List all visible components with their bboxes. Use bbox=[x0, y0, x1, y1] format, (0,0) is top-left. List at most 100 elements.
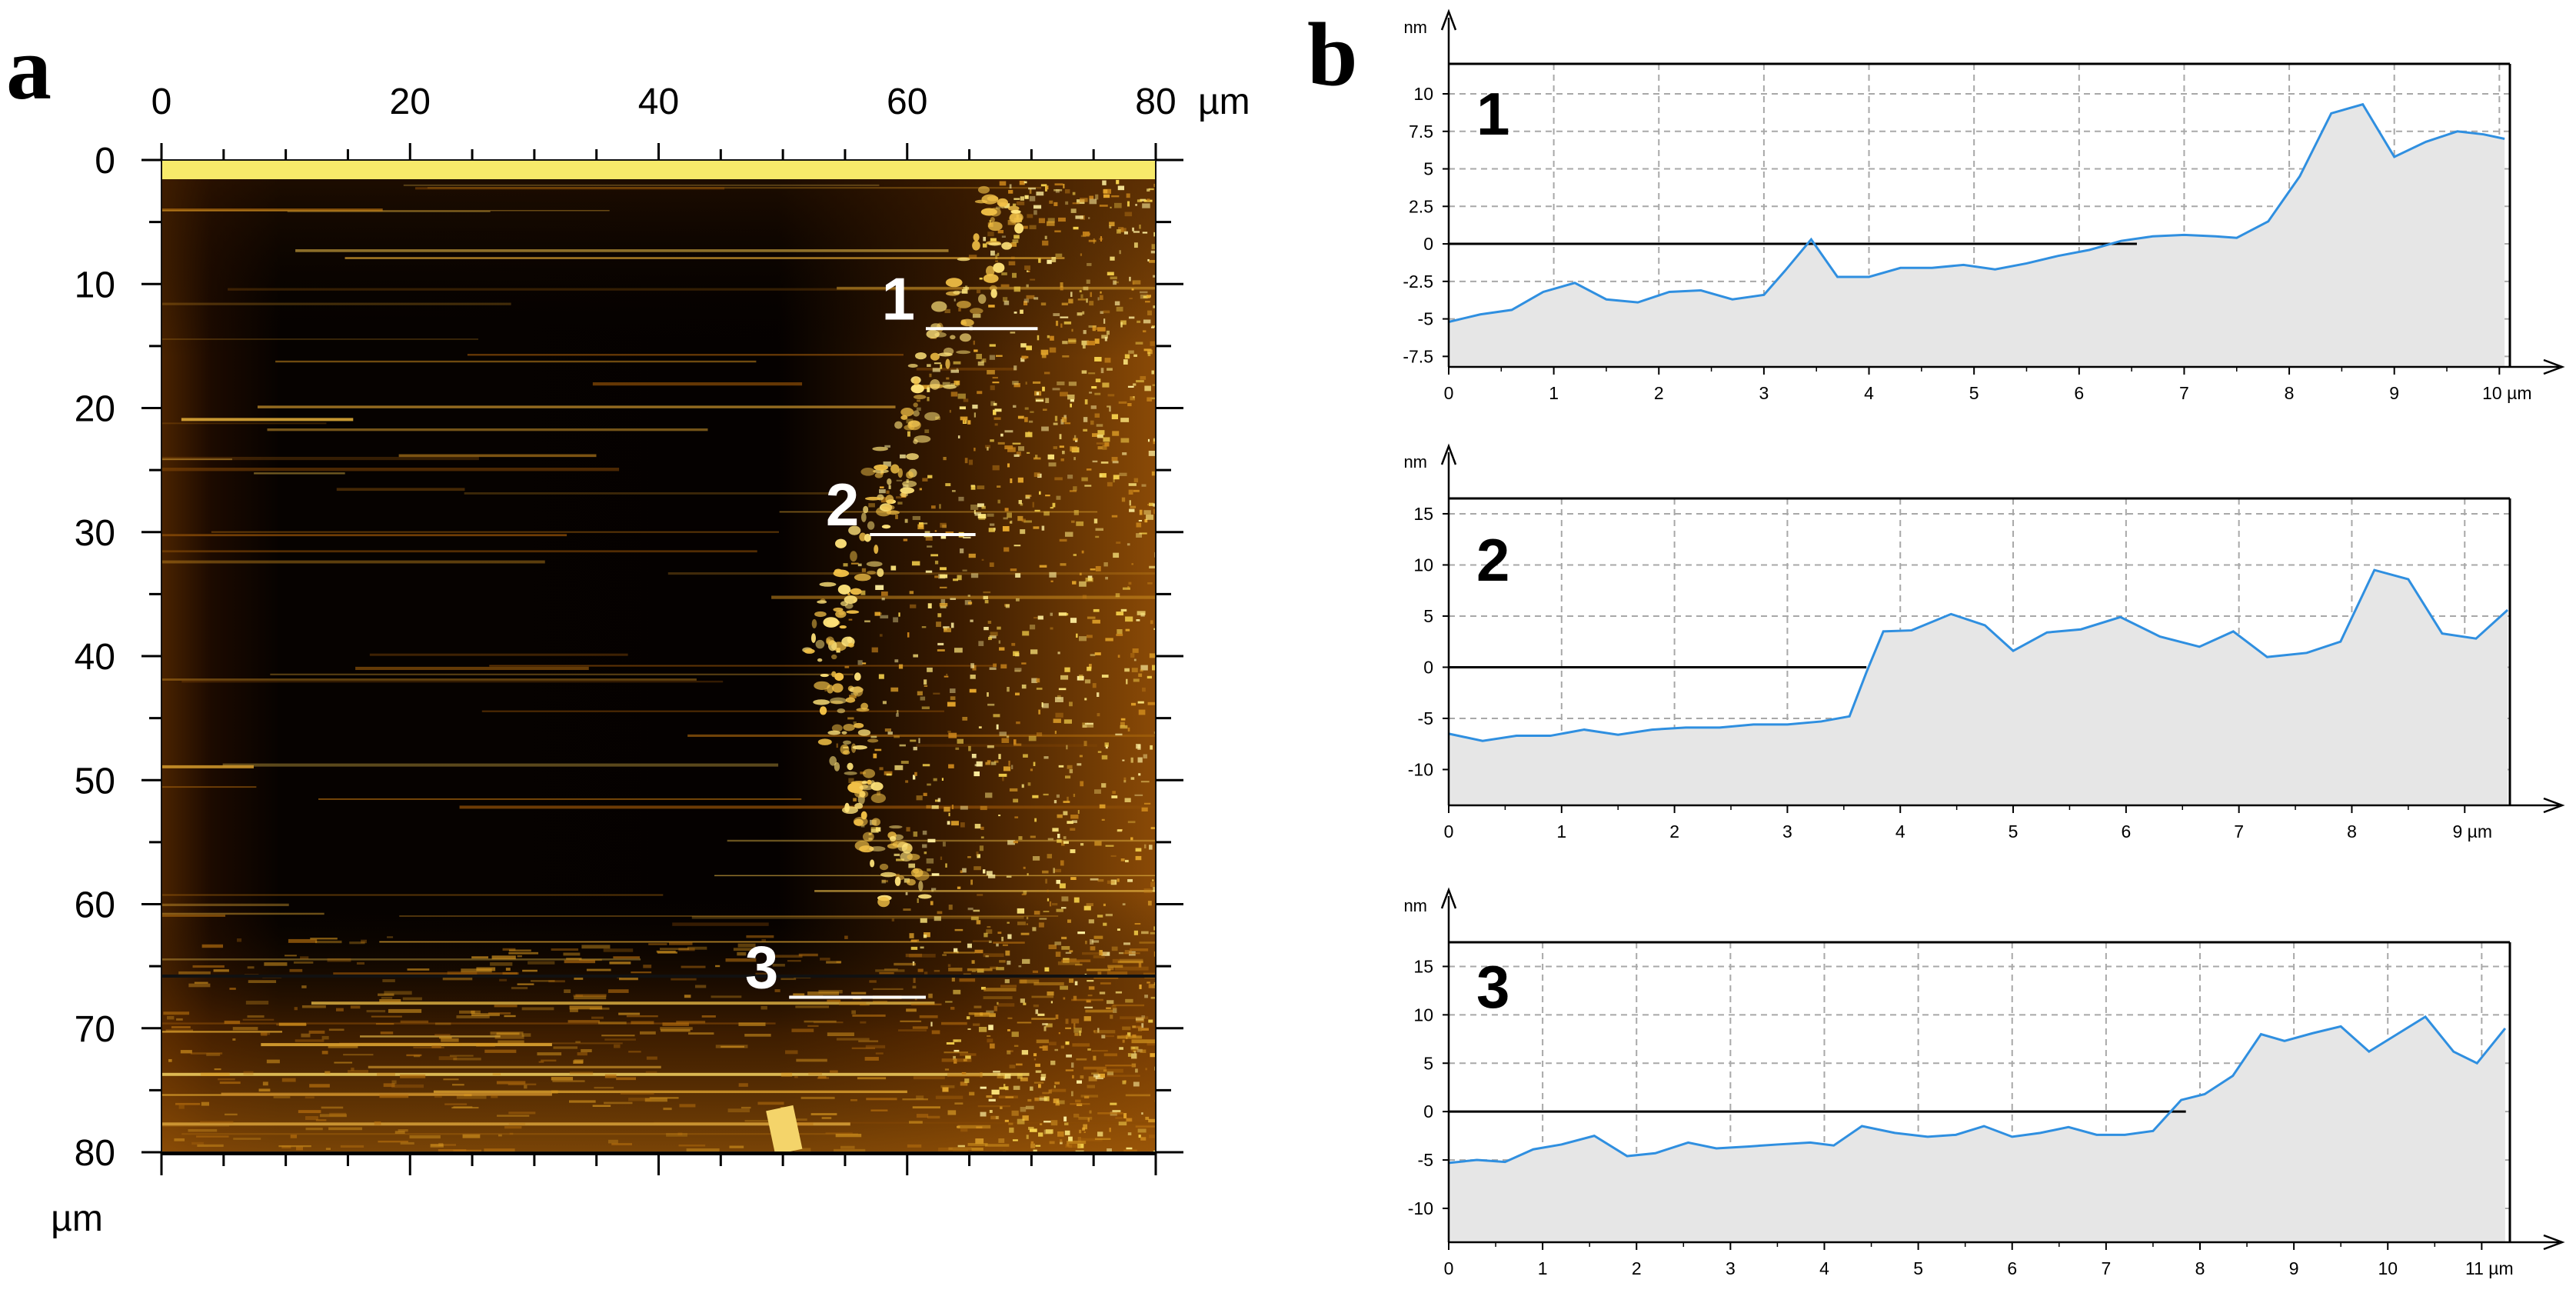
map-speck bbox=[1138, 1135, 1141, 1138]
map-speck bbox=[1101, 951, 1110, 956]
map-speck bbox=[924, 851, 927, 855]
map-speck bbox=[603, 948, 634, 952]
map-speck bbox=[508, 1111, 536, 1115]
map-speck bbox=[931, 888, 937, 891]
map-streak bbox=[161, 912, 324, 915]
map-speck bbox=[1118, 1121, 1127, 1126]
map-speck bbox=[1127, 1118, 1131, 1122]
map-speck bbox=[1091, 1050, 1108, 1052]
map-speck bbox=[906, 827, 910, 831]
map-grain bbox=[870, 781, 884, 791]
map-speck bbox=[1125, 859, 1129, 863]
map-grain bbox=[843, 723, 855, 731]
map-speck bbox=[981, 505, 986, 509]
map-speck bbox=[1004, 430, 1013, 433]
map-speck bbox=[910, 1003, 942, 1006]
map-speck bbox=[1144, 385, 1151, 392]
map-speck bbox=[329, 1112, 347, 1117]
map-speck bbox=[1010, 568, 1017, 572]
map-speck bbox=[1120, 438, 1130, 443]
map-streak bbox=[814, 890, 1156, 892]
map-grain bbox=[972, 240, 980, 251]
map-grain bbox=[889, 836, 897, 841]
map-speck bbox=[980, 805, 987, 811]
y-tick-label: 0 bbox=[1423, 1101, 1433, 1121]
map-speck bbox=[1033, 761, 1036, 766]
map-speck bbox=[711, 995, 742, 998]
map-speck bbox=[1033, 1053, 1037, 1057]
map-speck bbox=[834, 1148, 866, 1152]
map-speck bbox=[727, 1108, 750, 1113]
map-speck bbox=[980, 1071, 983, 1078]
map-speck bbox=[896, 496, 902, 499]
map-speck bbox=[1013, 798, 1019, 803]
map-speck bbox=[1001, 272, 1007, 275]
map-speck bbox=[953, 1055, 956, 1061]
map-speck bbox=[1040, 184, 1047, 187]
map-speck bbox=[861, 568, 867, 572]
map-speck bbox=[1149, 845, 1153, 850]
map-speck bbox=[1125, 998, 1133, 1003]
map-speck bbox=[1136, 1018, 1145, 1023]
map-speck bbox=[939, 586, 947, 588]
map-speck bbox=[1093, 608, 1100, 612]
map-speck bbox=[1120, 718, 1126, 721]
map-speck bbox=[879, 634, 883, 637]
x-tick-label: 3 bbox=[1782, 821, 1792, 841]
map-speck bbox=[1133, 478, 1139, 483]
map-speck bbox=[1004, 1074, 1011, 1079]
map-speck bbox=[924, 535, 933, 538]
map-speck bbox=[1020, 309, 1023, 314]
map-speck bbox=[1137, 199, 1142, 202]
x-tick-label: 20 bbox=[390, 82, 431, 122]
map-speck bbox=[1086, 468, 1092, 471]
map-speck bbox=[659, 948, 689, 951]
map-grain bbox=[906, 471, 914, 479]
map-speck bbox=[849, 695, 857, 698]
map-speck bbox=[541, 1059, 557, 1062]
map-speck bbox=[916, 795, 923, 801]
map-speck bbox=[925, 536, 933, 541]
map-speck bbox=[989, 355, 995, 360]
map-speck bbox=[1139, 509, 1143, 515]
map-speck bbox=[1057, 814, 1063, 818]
map-speck bbox=[567, 1020, 600, 1023]
map-speck bbox=[232, 1027, 258, 1031]
map-speck bbox=[451, 1107, 479, 1109]
map-speck bbox=[1023, 301, 1028, 306]
map-speck bbox=[163, 1011, 190, 1015]
map-speck bbox=[1143, 802, 1151, 805]
map-speck bbox=[1104, 358, 1111, 363]
map-speck bbox=[1047, 335, 1050, 338]
map-speck bbox=[996, 943, 999, 947]
map-speck bbox=[1026, 923, 1029, 925]
map-speck bbox=[940, 856, 943, 861]
map-speck bbox=[1026, 1135, 1029, 1139]
map-speck bbox=[1119, 250, 1121, 255]
map-speck bbox=[1122, 1039, 1125, 1043]
map-speck bbox=[1028, 187, 1037, 190]
map-speck bbox=[894, 962, 917, 966]
map-speck bbox=[993, 528, 996, 531]
map-speck bbox=[1094, 652, 1101, 655]
map-speck bbox=[688, 1032, 714, 1035]
map-speck bbox=[461, 968, 492, 973]
map-speck bbox=[430, 1144, 444, 1148]
map-speck bbox=[950, 369, 960, 373]
map-speck bbox=[1130, 1048, 1139, 1051]
map-speck bbox=[1030, 278, 1036, 281]
map-speck bbox=[945, 483, 951, 487]
map-speck bbox=[913, 746, 917, 751]
map-speck bbox=[1082, 311, 1085, 315]
map-speck bbox=[1122, 759, 1125, 761]
map-speck bbox=[796, 1058, 827, 1062]
map-speck bbox=[871, 647, 878, 653]
map-speck bbox=[907, 632, 910, 638]
map-speck bbox=[441, 1038, 459, 1042]
map-speck bbox=[453, 1058, 481, 1061]
map-streak bbox=[161, 456, 479, 461]
x-tick-label: 9 µm bbox=[2452, 821, 2492, 841]
map-speck bbox=[577, 1052, 587, 1056]
map-speck bbox=[1077, 931, 1086, 935]
map-speck bbox=[1147, 901, 1152, 906]
